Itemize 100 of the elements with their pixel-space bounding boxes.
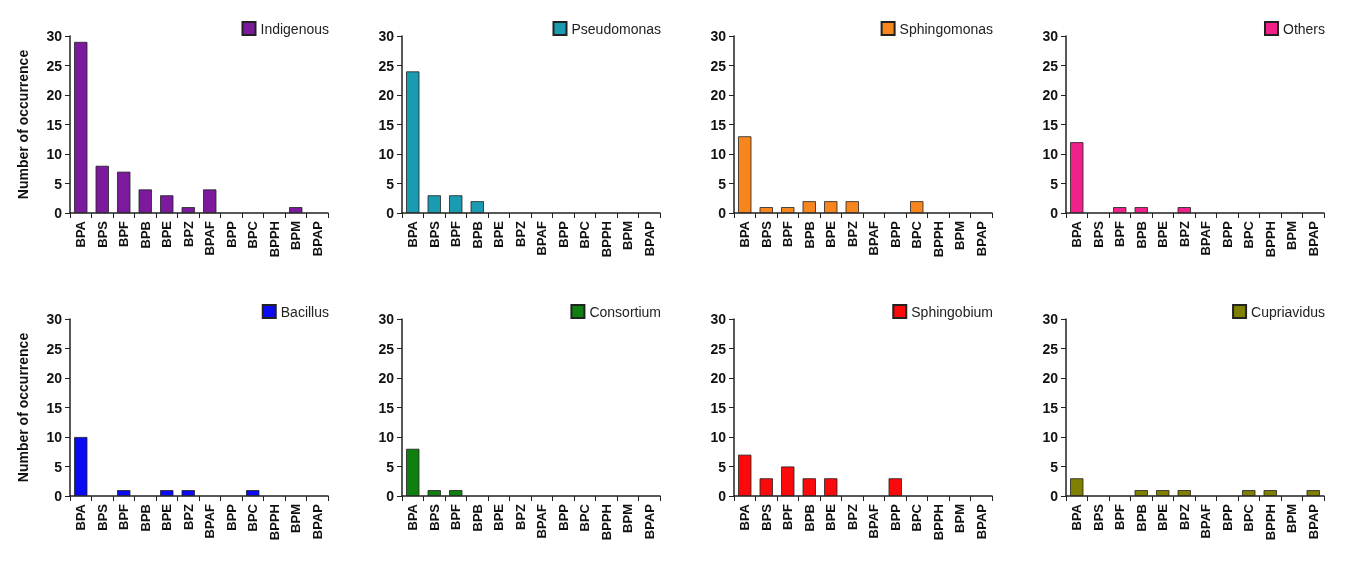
x-tick-label: BPM xyxy=(1284,221,1300,250)
x-tick-label: BPA xyxy=(73,503,89,531)
x-tick-label: BPS xyxy=(94,503,110,531)
y-tick-label: 20 xyxy=(1042,87,1059,103)
x-tick-label: BPE xyxy=(491,503,507,531)
x-tick-label: BPF xyxy=(116,503,132,530)
x-tick-label: BPE xyxy=(1155,220,1171,248)
x-tick-label: BPP xyxy=(223,503,239,531)
x-tick-label: BPC xyxy=(909,220,925,249)
x-tick-label: BPA xyxy=(737,220,753,248)
y-tick-label: 0 xyxy=(54,205,63,221)
y-tick-label: 15 xyxy=(1042,399,1059,416)
x-tick-label: BPAP xyxy=(1305,220,1321,257)
y-tick-label: 30 xyxy=(46,28,63,44)
x-tick-label: BPM xyxy=(620,504,636,533)
x-tick-label: BPPH xyxy=(930,221,946,258)
x-tick-label: BPM xyxy=(288,504,304,533)
y-tick-label: 20 xyxy=(710,370,727,386)
x-tick-label: BPB xyxy=(137,504,153,532)
y-tick-label: 25 xyxy=(46,57,63,74)
y-tick-label: 10 xyxy=(710,429,727,445)
x-tick-label: BPF xyxy=(780,220,796,247)
x-tick-label: BPE xyxy=(159,503,175,531)
y-tick-label: 0 xyxy=(1050,488,1059,504)
y-tick-label: 15 xyxy=(378,116,395,133)
x-tick-label: BPAF xyxy=(534,503,550,539)
y-tick-label: 25 xyxy=(710,57,727,74)
x-tick-label: BPS xyxy=(758,220,774,248)
x-tick-label: BPS xyxy=(1090,220,1106,248)
x-tick-label: BPA xyxy=(405,220,421,248)
y-tick-label: 10 xyxy=(710,146,727,162)
legend-label: Bacillus xyxy=(280,303,330,320)
x-tick-label: BPPH xyxy=(598,221,614,258)
y-tick-label: 30 xyxy=(1042,311,1059,327)
x-tick-label: BPA xyxy=(405,503,421,531)
x-tick-label: BPP xyxy=(223,220,239,248)
x-tick-label: BPZ xyxy=(1176,220,1192,247)
x-tick-label: BPPH xyxy=(1262,221,1278,258)
y-tick-label: 15 xyxy=(378,399,395,416)
x-tick-label: BPB xyxy=(801,221,817,249)
x-tick-label: BPC xyxy=(245,503,261,532)
x-tick-label: BPS xyxy=(94,220,110,248)
x-tick-label: BPF xyxy=(448,220,464,247)
legend-label: Sphingobium xyxy=(911,303,994,320)
x-tick-label: BPE xyxy=(823,220,839,248)
x-tick-label: BPAP xyxy=(309,503,325,540)
x-tick-label: BPAP xyxy=(973,503,989,540)
y-tick-label: 30 xyxy=(710,28,727,44)
y-tick-label: 30 xyxy=(378,311,395,327)
x-tick-label: BPE xyxy=(491,220,507,248)
x-tick-label: BPA xyxy=(73,220,89,248)
legend-label: Others xyxy=(1282,20,1325,37)
y-tick-label: 0 xyxy=(386,205,395,221)
y-tick-label: 0 xyxy=(386,488,395,504)
y-tick-label: 5 xyxy=(386,458,395,475)
y-tick-label: 20 xyxy=(46,370,63,386)
x-tick-label: BPZ xyxy=(512,503,528,530)
y-tick-label: 10 xyxy=(1042,146,1059,162)
x-tick-label: BPPH xyxy=(598,504,614,541)
x-tick-label: BPS xyxy=(426,220,442,248)
y-tick-label: 15 xyxy=(46,399,63,416)
y-tick-label: 25 xyxy=(1042,340,1059,357)
y-tick-label: 20 xyxy=(710,87,727,103)
y-tick-label: 0 xyxy=(1050,205,1059,221)
y-tick-label: 25 xyxy=(1042,57,1059,74)
x-tick-label: BPS xyxy=(1090,503,1106,531)
legend-label: Pseudomonas xyxy=(571,20,662,37)
x-tick-label: BPPH xyxy=(266,504,282,541)
x-tick-label: BPB xyxy=(137,221,153,249)
x-tick-label: BPAF xyxy=(202,503,218,539)
y-tick-label: 30 xyxy=(710,311,727,327)
y-tick-label: 25 xyxy=(46,340,63,357)
x-tick-label: BPA xyxy=(737,503,753,531)
x-tick-label: BPB xyxy=(1133,504,1149,532)
x-tick-label: BPAF xyxy=(534,220,550,256)
y-tick-label: 5 xyxy=(1050,175,1059,192)
legend-label: Cupriavidus xyxy=(1251,303,1326,320)
x-tick-label: BPZ xyxy=(844,503,860,530)
y-tick-label: 20 xyxy=(378,370,395,386)
y-tick-label: 0 xyxy=(54,488,63,504)
x-tick-label: BPP xyxy=(887,503,903,531)
y-tick-label: 25 xyxy=(378,340,395,357)
y-axis-title: Number of occurrence xyxy=(15,332,31,483)
x-tick-label: BPE xyxy=(823,503,839,531)
x-tick-label: BPB xyxy=(801,504,817,532)
x-tick-label: BPM xyxy=(1284,504,1300,533)
x-tick-label: BPM xyxy=(952,504,968,533)
x-tick-label: BPF xyxy=(780,503,796,530)
y-tick-label: 25 xyxy=(710,340,727,357)
x-tick-label: BPAF xyxy=(1198,503,1214,539)
x-tick-label: BPS xyxy=(758,503,774,531)
x-tick-label: BPZ xyxy=(180,220,196,247)
y-tick-label: 10 xyxy=(46,429,63,445)
y-tick-label: 0 xyxy=(718,488,727,504)
x-tick-label: BPAP xyxy=(641,220,657,257)
x-tick-label: BPB xyxy=(1133,221,1149,249)
x-tick-label: BPZ xyxy=(180,503,196,530)
x-tick-label: BPAP xyxy=(641,503,657,540)
y-tick-label: 30 xyxy=(46,311,63,327)
x-tick-label: BPP xyxy=(555,220,571,248)
